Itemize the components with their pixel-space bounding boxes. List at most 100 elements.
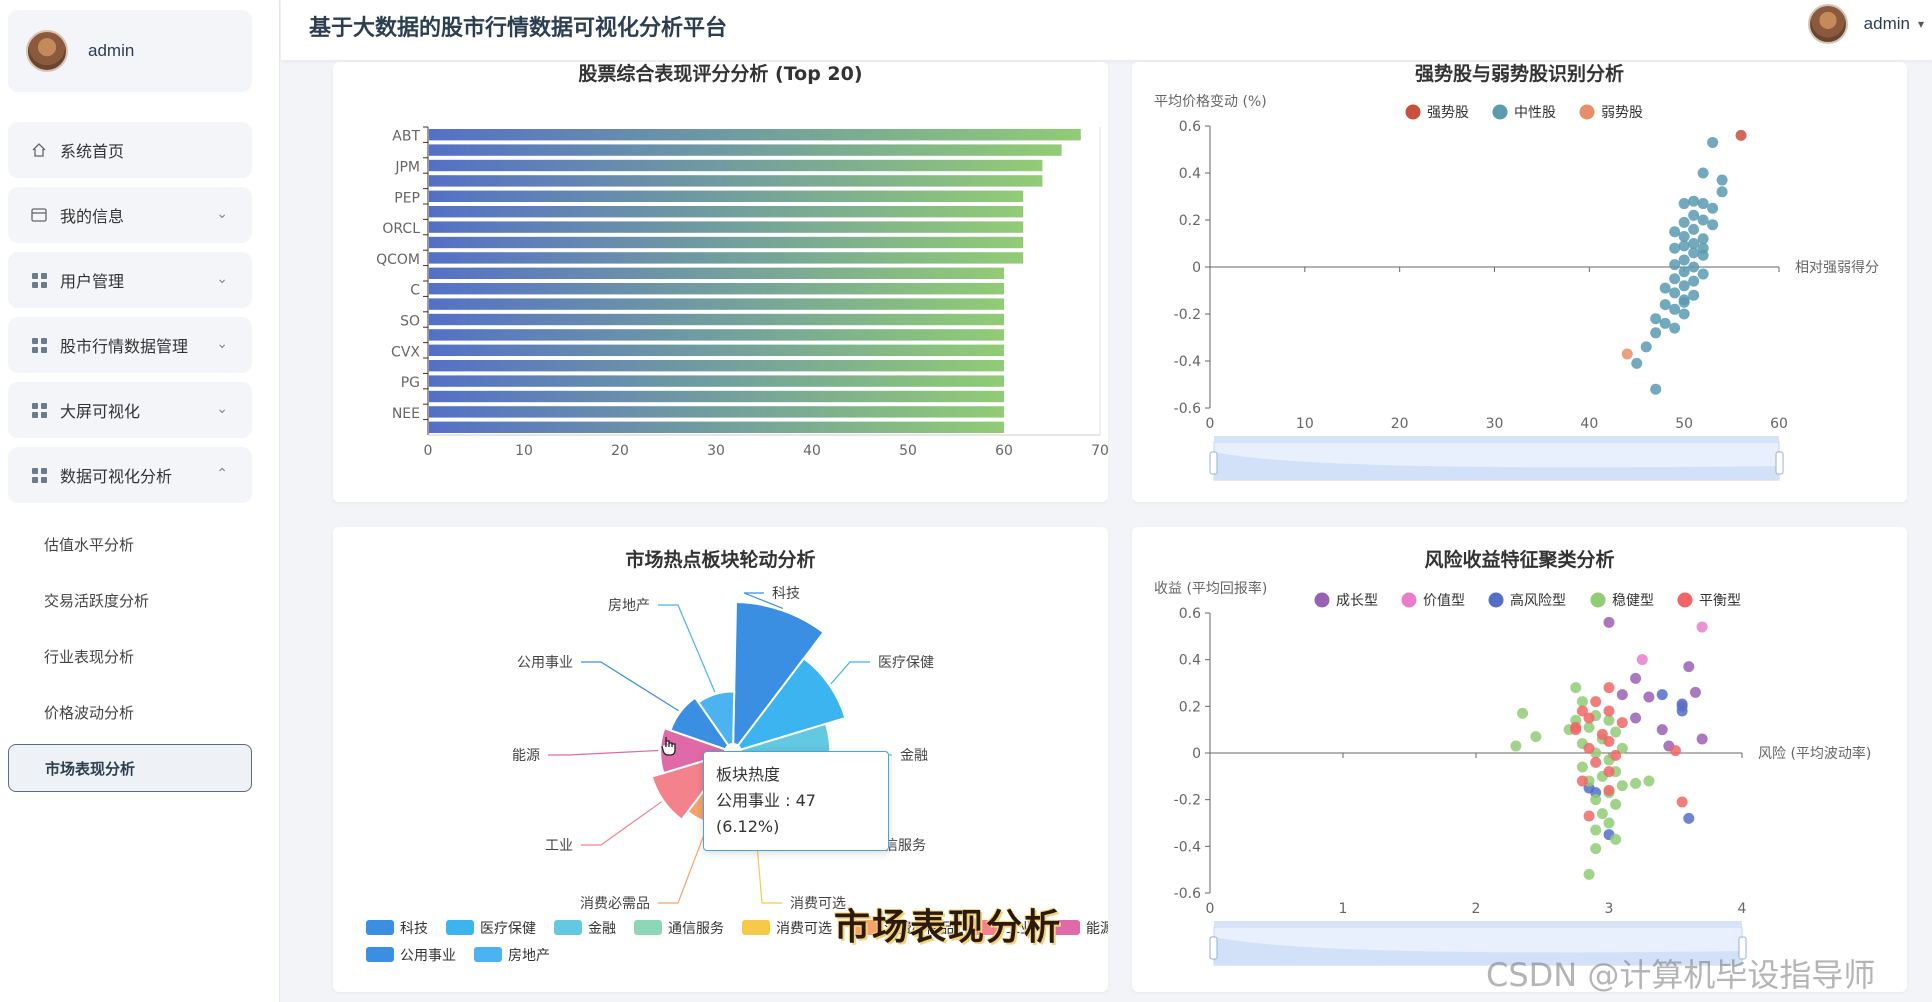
scatter-point[interactable] — [1659, 282, 1671, 294]
legend-marker[interactable] — [850, 920, 878, 935]
scatter-point[interactable] — [1650, 313, 1662, 325]
scatter-point[interactable] — [1510, 740, 1522, 752]
bar[interactable] — [429, 390, 1004, 403]
scatter-point[interactable] — [1669, 273, 1681, 285]
legend-marker[interactable] — [366, 920, 394, 935]
bar[interactable] — [429, 298, 1004, 310]
bar[interactable] — [429, 236, 1024, 249]
sidebar-item-user-management[interactable]: 用户管理 ⌄ — [8, 252, 252, 308]
scatter-point[interactable] — [1669, 242, 1681, 254]
scatter-point[interactable] — [1688, 261, 1700, 273]
scatter-point[interactable] — [1650, 383, 1662, 395]
scatter-point[interactable] — [1716, 174, 1728, 186]
scatter-point[interactable] — [1576, 775, 1588, 787]
submenu-trading-activity[interactable]: 交易活跃度分析 — [8, 576, 252, 624]
user-menu[interactable]: admin ▾ — [1807, 4, 1924, 44]
scatter-point[interactable] — [1603, 817, 1615, 829]
bar[interactable] — [429, 360, 1004, 372]
scatter-point[interactable] — [1688, 209, 1700, 221]
legend-marker[interactable] — [366, 947, 394, 962]
bar[interactable] — [429, 252, 1024, 264]
legend-label[interactable]: 中性股 — [1514, 105, 1556, 121]
scatter-point[interactable] — [1590, 756, 1602, 768]
scatter-point[interactable] — [1576, 761, 1588, 773]
scatter-point[interactable] — [1630, 777, 1642, 789]
rose-slice[interactable] — [736, 656, 847, 751]
legend-marker[interactable] — [742, 920, 770, 935]
scatter-point[interactable] — [1643, 775, 1655, 787]
scatter-point[interactable] — [1631, 357, 1643, 369]
scatter-point[interactable] — [1616, 742, 1628, 754]
legend-label[interactable]: 平衡型 — [1699, 593, 1741, 609]
bar[interactable] — [429, 159, 1043, 172]
scatter-point[interactable] — [1590, 696, 1602, 708]
sidebar-item-data-analysis[interactable]: 数据可视化分析 ⌃ — [8, 447, 252, 503]
scatter-point[interactable] — [1688, 223, 1700, 235]
scatter-point[interactable] — [1678, 230, 1690, 242]
legend-label[interactable]: 科技 — [400, 921, 428, 937]
legend-label[interactable]: 成长型 — [1336, 593, 1378, 609]
bar[interactable] — [429, 267, 1004, 279]
scatter-point[interactable] — [1678, 216, 1690, 228]
scatter-point[interactable] — [1603, 682, 1615, 694]
scatter-point[interactable] — [1683, 661, 1695, 673]
legend-label[interactable]: 高风险型 — [1510, 592, 1566, 609]
legend-label[interactable]: 工业 — [1006, 921, 1034, 937]
legend-label[interactable]: 通信服务 — [668, 921, 724, 937]
scatter-point[interactable] — [1669, 226, 1681, 238]
sidebar-item-stock-data-management[interactable]: 股市行情数据管理 ⌄ — [8, 317, 252, 373]
legend-marker[interactable] — [1401, 592, 1417, 608]
scatter-point[interactable] — [1583, 742, 1595, 754]
bar[interactable] — [429, 221, 1024, 233]
bar[interactable] — [429, 329, 1004, 341]
scatter-point[interactable] — [1697, 268, 1709, 280]
datazoom-handle-right[interactable] — [1775, 451, 1784, 475]
scatter-point[interactable] — [1636, 654, 1648, 666]
bar[interactable] — [429, 344, 1004, 356]
scatter-point[interactable] — [1678, 240, 1690, 252]
bar[interactable] — [429, 144, 1062, 156]
bar[interactable] — [429, 190, 1024, 202]
scatter-point[interactable] — [1570, 724, 1582, 736]
scatter-point[interactable] — [1696, 733, 1708, 745]
bar[interactable] — [429, 129, 1081, 141]
datazoom-handle-left[interactable] — [1209, 451, 1218, 475]
legend-marker[interactable] — [634, 920, 662, 935]
legend-label[interactable]: 金融 — [588, 921, 616, 937]
legend-label[interactable]: 医疗保健 — [480, 921, 536, 937]
scatter-point[interactable] — [1583, 712, 1595, 724]
scatter-point[interactable] — [1610, 833, 1622, 845]
scatter-point[interactable] — [1678, 308, 1690, 320]
scatter-point[interactable] — [1688, 289, 1700, 301]
scatter-point[interactable] — [1678, 296, 1690, 308]
scatter-point[interactable] — [1610, 726, 1622, 738]
legend-label[interactable]: 房地产 — [508, 948, 550, 964]
submenu-valuation[interactable]: 估值水平分析 — [8, 520, 252, 568]
scatter-point[interactable] — [1603, 705, 1615, 717]
scatter-point[interactable] — [1590, 824, 1602, 836]
scatter-point[interactable] — [1688, 247, 1700, 259]
submenu-price-volatility[interactable]: 价格波动分析 — [8, 688, 252, 736]
bar[interactable] — [429, 406, 1004, 418]
scatter-point[interactable] — [1683, 812, 1695, 824]
scatter-point[interactable] — [1596, 728, 1608, 740]
scatter-point[interactable] — [1669, 259, 1681, 271]
scatter-point[interactable] — [1697, 198, 1709, 210]
scatter-point[interactable] — [1596, 808, 1608, 820]
scatter-point[interactable] — [1707, 219, 1719, 231]
sidebar-item-my-info[interactable]: 我的信息 ⌄ — [8, 187, 252, 243]
bar[interactable] — [429, 375, 1004, 387]
scatter-point[interactable] — [1570, 682, 1582, 694]
scatter-point[interactable] — [1603, 766, 1615, 778]
scatter-point[interactable] — [1659, 299, 1671, 311]
legend-marker[interactable] — [1677, 592, 1693, 608]
scatter-point[interactable] — [1697, 242, 1709, 254]
legend-marker[interactable] — [1405, 104, 1421, 120]
scatter-point[interactable] — [1669, 287, 1681, 299]
scatter-point[interactable] — [1640, 341, 1652, 353]
legend-label[interactable]: 稳健型 — [1612, 593, 1654, 609]
datazoom-bar[interactable] — [1214, 921, 1742, 927]
legend-label[interactable]: 强势股 — [1427, 105, 1469, 121]
scatter-point[interactable] — [1603, 735, 1615, 747]
legend-marker[interactable] — [1488, 592, 1504, 608]
